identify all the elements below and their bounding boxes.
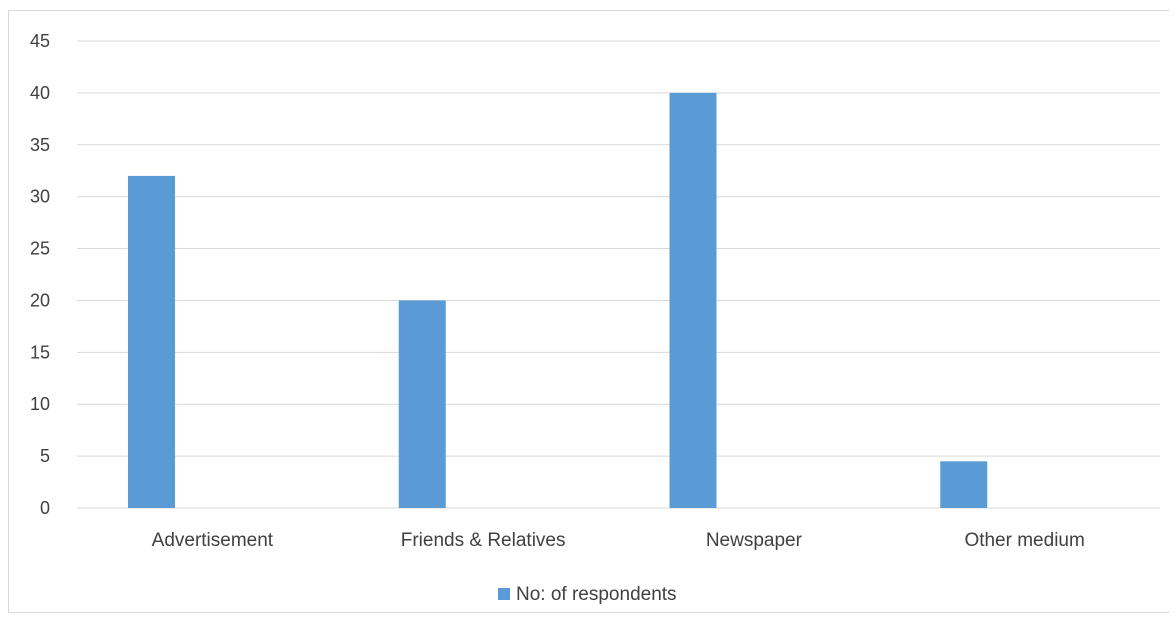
legend: No: of respondents [498, 584, 677, 605]
gridlines [77, 40, 1160, 509]
y-axis-ticks: 0 5 10 15 20 25 30 35 40 45 [30, 31, 50, 518]
bars [128, 92, 988, 508]
y-tick-label: 5 [40, 446, 50, 466]
bar-newspaper [669, 92, 717, 508]
chart-frame [8, 10, 1169, 613]
legend-swatch [498, 588, 510, 600]
y-tick-label: 0 [40, 498, 50, 518]
y-tick-label: 25 [30, 239, 50, 259]
y-tick-label: 30 [30, 187, 50, 207]
x-category-label: Friends & Relatives [401, 530, 566, 551]
bar-other-medium [940, 461, 988, 508]
y-tick-label: 45 [30, 31, 50, 51]
y-tick-label: 15 [30, 342, 50, 362]
bar-friends-relatives [398, 300, 446, 508]
x-category-label: Newspaper [706, 530, 803, 551]
y-tick-label: 40 [30, 83, 50, 103]
legend-label: No: of respondents [516, 584, 677, 605]
bar-advertisement [128, 175, 175, 508]
y-tick-label: 35 [30, 135, 50, 155]
x-axis-categories: Advertisement Friends & Relatives Newspape… [152, 530, 1085, 551]
y-tick-label: 20 [30, 290, 50, 310]
x-category-label: Other medium [964, 530, 1084, 551]
x-category-label: Advertisement [152, 530, 274, 551]
y-tick-label: 10 [30, 394, 50, 414]
